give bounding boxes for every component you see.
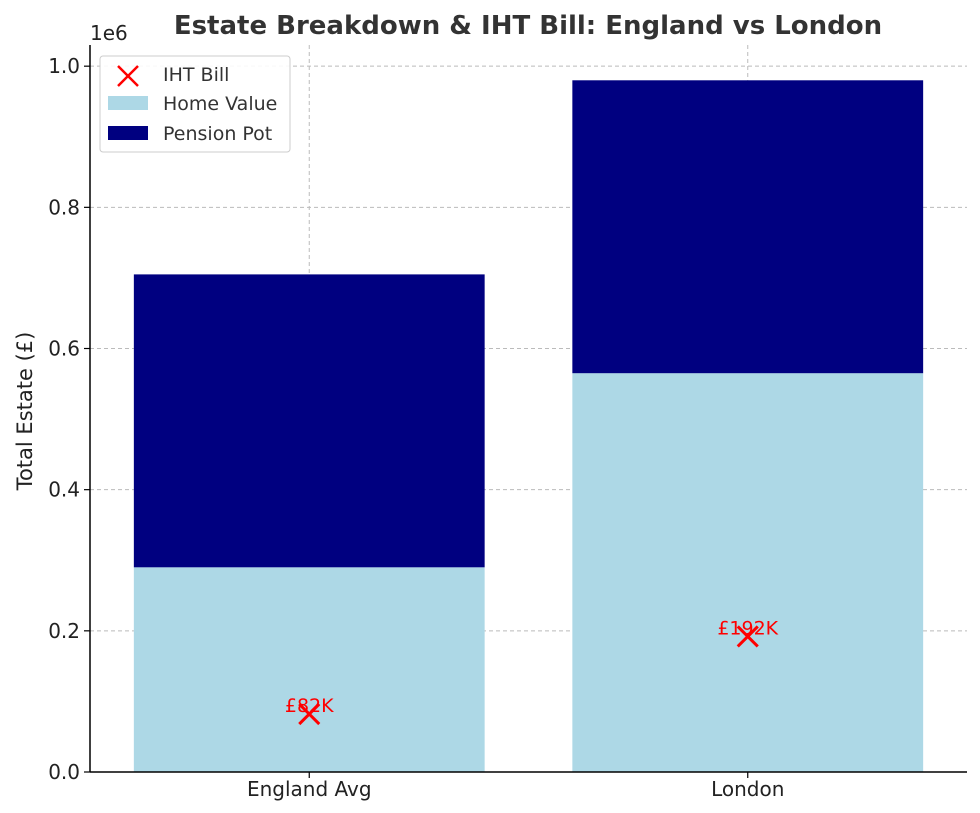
legend: IHT Bill Home Value Pension Pot (99, 55, 291, 153)
bars (133, 80, 924, 772)
x-tick-label: England Avg (247, 777, 372, 801)
bar-pension-pot (572, 80, 924, 374)
chart-title: Estate Breakdown & IHT Bill: England vs … (174, 11, 882, 41)
y-tick-label: 0.8 (48, 195, 80, 219)
iht-data-label: £192K (717, 617, 778, 639)
bar-home-value (133, 567, 485, 772)
legend-swatch-pension-pot (108, 126, 148, 140)
x-tick-label: London (711, 777, 784, 801)
iht-markers: £82K £192K (285, 617, 779, 726)
legend-item-home-value: Home Value (108, 93, 277, 115)
iht-marker (736, 625, 759, 648)
bar-home-value (572, 373, 924, 772)
y-tick-label: 0.0 (48, 760, 80, 784)
legend-label-iht-bill: IHT Bill (163, 64, 229, 86)
y-tick-label: 1.0 (48, 54, 80, 78)
legend-item-pension-pot: Pension Pot (108, 123, 272, 145)
iht-data-label: £82K (285, 695, 334, 717)
y-axis-label: Total Estate (£) (13, 332, 37, 492)
y-tick-label: 0.6 (48, 337, 80, 361)
ticks: 0.0 0.2 0.4 0.6 0.8 1.0 England Avg London (48, 54, 784, 801)
bar-pension-pot (133, 274, 485, 568)
legend-swatch-home-value (108, 96, 148, 110)
axes (89, 45, 967, 773)
legend-label-pension-pot: Pension Pot (163, 123, 272, 145)
legend-label-home-value: Home Value (163, 93, 277, 115)
y-tick-label: 0.2 (48, 619, 80, 643)
legend-x-icon (117, 65, 139, 87)
iht-marker (298, 703, 321, 726)
legend-item-iht-bill: IHT Bill (117, 64, 229, 87)
y-tick-label: 0.4 (48, 478, 80, 502)
y-axis-offset-label: 1e6 (90, 21, 128, 45)
